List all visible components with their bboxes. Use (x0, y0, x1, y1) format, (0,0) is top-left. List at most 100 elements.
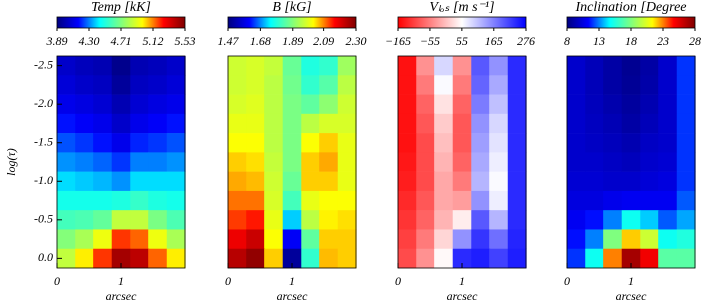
heatmap-cell (434, 248, 454, 269)
heatmap-cell (471, 190, 491, 211)
heatmap-cell (282, 133, 302, 153)
heatmap-cell (489, 248, 509, 269)
heatmap-cell (434, 56, 454, 76)
colorbar-tick-label: 55 (456, 34, 468, 48)
heatmap-cell (337, 190, 357, 211)
heatmap-cell (227, 210, 247, 230)
heatmap-cell (111, 210, 131, 230)
heatmap-cell (130, 75, 150, 95)
heatmap-cell (337, 113, 357, 134)
heatmap-cell (507, 190, 527, 211)
heatmap-cell (227, 248, 247, 269)
heatmap-cell (264, 94, 284, 115)
heatmap-cell (471, 152, 491, 172)
heatmap-cell (282, 210, 302, 230)
heatmap-cell (75, 94, 95, 115)
colorbar-tick-label: −55 (420, 34, 440, 48)
colorbar-tick-label: 23 (657, 34, 669, 48)
heatmap-cell (246, 171, 266, 192)
heatmap-cell (434, 171, 454, 192)
heatmap-cell (621, 229, 641, 250)
heatmap-cell (337, 152, 357, 172)
panel-title: Vₗₒₛ [m s⁻¹] (429, 0, 494, 15)
colorbar-tick-label: 4.30 (79, 34, 100, 48)
heatmap-cell (264, 248, 284, 269)
heatmap-cell (282, 171, 302, 192)
heatmap-cell (337, 210, 357, 230)
heatmap-cell (452, 75, 472, 95)
heatmap-cell (566, 190, 586, 211)
heatmap-cell (93, 56, 113, 76)
heatmap-cell (507, 133, 527, 153)
heatmap-cell (75, 152, 95, 172)
heatmap-cell (227, 190, 247, 211)
heatmap-cell (621, 133, 641, 153)
x-tick-label: 0 (54, 274, 60, 288)
heatmap-cell (489, 210, 509, 230)
heatmap-cell (585, 229, 605, 250)
heatmap-cell (489, 171, 509, 192)
colorbar-tick-label: 276 (517, 34, 535, 48)
x-tick-label: 1 (289, 274, 295, 288)
heatmap-cell (676, 171, 696, 192)
heatmap-cell (301, 171, 321, 192)
heatmap-cell (301, 248, 321, 269)
heatmap-cell (111, 75, 131, 95)
heatmap-cell (166, 248, 186, 269)
heatmap-cell (166, 210, 186, 230)
heatmap-cell (166, 94, 186, 115)
heatmap-cell (282, 229, 302, 250)
heatmap-cell (471, 248, 491, 269)
heatmap-cell (301, 56, 321, 76)
heatmap-cell (111, 152, 131, 172)
heatmap-cell (640, 171, 660, 192)
heatmap-cell (585, 210, 605, 230)
x-tick-label: 1 (628, 274, 634, 288)
colorbar (397, 16, 527, 29)
heatmap-cell (603, 113, 623, 134)
heatmap-cell (507, 152, 527, 172)
heatmap-cell (337, 94, 357, 115)
heatmap-cell (658, 152, 678, 172)
heatmap-cell (56, 75, 76, 95)
heatmap-cell (471, 56, 491, 76)
heatmap-cell (56, 171, 76, 192)
heatmap-cell (301, 210, 321, 230)
x-axis-label: arcsec (277, 289, 309, 303)
heatmap-cell (471, 94, 491, 115)
colorbar-tick-label: 5.12 (143, 34, 164, 48)
heatmap-cell (227, 171, 247, 192)
heatmap-cell (130, 190, 150, 211)
heatmap-cell (452, 113, 472, 134)
heatmap-cell (640, 133, 660, 153)
heatmap-cell (264, 75, 284, 95)
heatmap-cell (264, 171, 284, 192)
y-tick-label: 0.0 (38, 250, 53, 264)
heatmap-cell (603, 171, 623, 192)
heatmap-cell (489, 75, 509, 95)
colorbar-tick-label: 18 (625, 34, 637, 48)
heatmap-cell (676, 152, 696, 172)
heatmap-cell (585, 152, 605, 172)
heatmap-cell (166, 171, 186, 192)
x-tick-label: 1 (459, 274, 465, 288)
panel-title: B [kG] (272, 0, 311, 15)
heatmap-cell (246, 229, 266, 250)
heatmap-cell (319, 210, 339, 230)
heatmap-cell (337, 248, 357, 269)
heatmap-cell (621, 152, 641, 172)
heatmap-cell (301, 133, 321, 153)
heatmap-cell (111, 56, 131, 76)
heatmap-cell (75, 210, 95, 230)
heatmap-cell (56, 56, 76, 76)
heatmap-cell (416, 75, 436, 95)
colorbar (227, 16, 357, 29)
heatmap-cell (148, 94, 168, 115)
heatmap-cell (658, 190, 678, 211)
heatmap-cell (246, 133, 266, 153)
heatmap-cell (130, 56, 150, 76)
heatmap-cell (227, 56, 247, 76)
colorbar-tick-label: 1.68 (250, 34, 271, 48)
heatmap-cell (301, 75, 321, 95)
heatmap-cell (130, 133, 150, 153)
